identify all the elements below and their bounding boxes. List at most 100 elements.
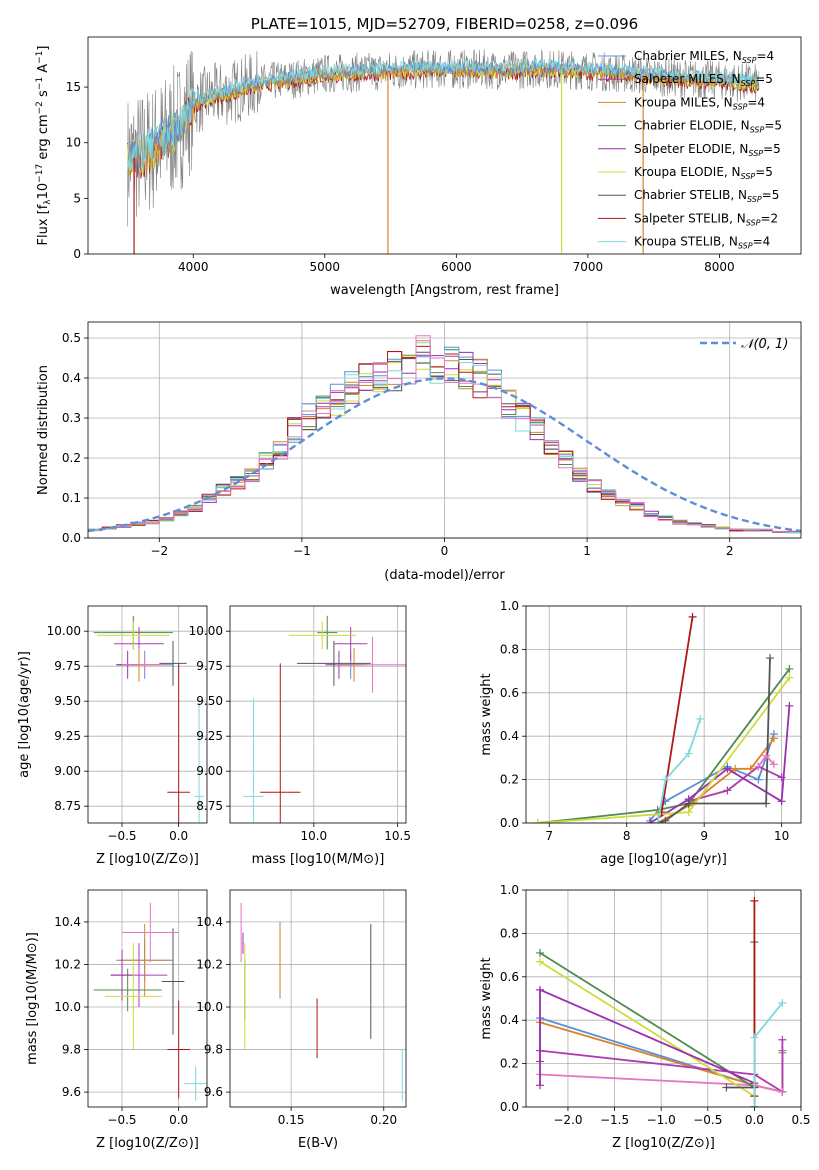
weight-marker-salpeter_miles	[778, 1035, 787, 1044]
chart-age_vs_Z: −0.5 0.0 8.75 9.00 9.25 9.50 9.75 10.00 Z [log10…	[17, 605, 208, 867]
y-tick-label: 0.1	[62, 491, 81, 505]
y-axis-label: Flux [fλ10−17 erg cm−2 s−1 A−1]	[35, 46, 53, 246]
weight-marker-chabrier_stelib	[766, 654, 775, 663]
x-tick-label: 1	[583, 544, 591, 558]
y-axis-label: mass weight	[479, 673, 494, 755]
chart-title: PLATE=1015, MJD=52709, FIBERID=0258, z=0…	[251, 15, 638, 33]
y-tick-label: 0.8	[500, 926, 519, 940]
weight-marker-kroupa_stelib	[778, 998, 787, 1007]
x-tick-label: −0.5	[107, 829, 136, 843]
axes-frame	[87, 889, 208, 1108]
y-axis-label: mass [log10(M/M⊙)]	[25, 932, 40, 1065]
y-tick-label: 9.50	[196, 694, 223, 708]
chart-weight_vs_age: 7 8 9 10 0.0 0.2 0.4 0.6 0.8 1.0 age [log10(age/yr…	[479, 599, 802, 867]
weight-lines	[533, 612, 794, 823]
x-tick-label: 0	[441, 544, 449, 558]
chart-residuals: −2 −1 0 1 2 0.0 0.1 0.2 0.3 0.4 0.5 (data-model)/er…	[36, 321, 802, 583]
x-tick-label: −1.0	[647, 1113, 676, 1127]
legend-label-kroupa_stelib: Kroupa STELIB, NSSP=4	[634, 235, 770, 251]
x-axis-label: mass [log10(M/M⊙)]	[252, 852, 385, 867]
axes-frame	[525, 605, 802, 824]
weight-marker-salpeter_stelib	[750, 896, 759, 905]
x-tick-label: 0.5	[791, 1113, 810, 1127]
weight-marker-kroupa_miles	[746, 764, 755, 773]
legend: Chabrier MILES, NSSP=4 Salpeter MILES, NS…	[598, 49, 782, 251]
y-tick-label: 0.0	[62, 531, 81, 545]
x-tick-label: 10.5	[384, 829, 411, 843]
normal-curve	[88, 377, 801, 533]
weight-line-kroupa_stelib	[656, 718, 702, 823]
axes-frame	[229, 889, 407, 1108]
y-tick-label: 0.2	[500, 1057, 519, 1071]
weight-marker-chabrier_elodie	[785, 664, 794, 673]
weight-marker-chabrier_stelib	[661, 816, 670, 823]
legend-label-chabrier_miles: Chabrier MILES, NSSP=4	[634, 49, 774, 65]
y-tick-label: 9.6	[204, 1085, 223, 1099]
legend-label: 𝒩(0, 1)	[741, 337, 788, 352]
y-tick-label: 5	[73, 191, 81, 205]
weight-marker-chabrier_elodie	[535, 948, 544, 957]
chart-mass_vs_ebv: 0.15 0.20 9.6 9.8 10.0 10.2 10.4 E(B-V)	[196, 889, 407, 1151]
x-tick-label: 8000	[704, 260, 735, 274]
y-tick-label: 9.25	[54, 729, 81, 743]
x-tick-label: 10	[774, 829, 789, 843]
chart-weight_vs_Z: −2.0 −1.5 −1.0 −0.5 0.0 0.5 0.0 0.2 0.4 0.6 0.8 1.0…	[479, 883, 811, 1151]
y-axis-label: Normed distribution	[36, 365, 51, 495]
y-tick-label: 0.5	[62, 331, 81, 345]
y-tick-label: 1.0	[500, 883, 519, 897]
y-tick-label: 9.75	[196, 659, 223, 673]
weight-marker-pink	[762, 751, 771, 760]
axes-frame	[87, 36, 802, 255]
weight-marker-kroupa_stelib	[750, 1103, 759, 1107]
weight-marker-kroupa_elodie	[785, 673, 794, 682]
weight-line-kroupa_elodie	[537, 677, 791, 823]
weight-line-chabrier_stelib	[657, 658, 771, 823]
y-tick-label: 0.2	[62, 451, 81, 465]
weight-marker-salpeter_elodie	[785, 701, 794, 710]
x-axis-label: (data-model)/error	[384, 568, 505, 583]
weight-marker-salpeter_elodie	[535, 1081, 544, 1090]
x-tick-label: −1.5	[600, 1113, 629, 1127]
weight-line-salpeter_elodie	[539, 988, 756, 1107]
y-tick-label: 0.4	[500, 1013, 519, 1027]
weight-marker-chabrier_stelib	[684, 799, 693, 808]
errorbars	[93, 902, 207, 1101]
weight-marker-salpeter_elodie	[535, 985, 544, 994]
x-tick-label: −1	[293, 544, 311, 558]
weight-marker-chabrier_stelib	[722, 1083, 731, 1092]
y-tick-label: 9.00	[54, 764, 81, 778]
y-tick-label: 9.6	[62, 1085, 81, 1099]
axes-frame	[87, 321, 802, 539]
y-tick-label: 1.0	[500, 599, 519, 613]
axes-frame	[229, 605, 407, 824]
y-tick-label: 0.8	[500, 642, 519, 656]
weight-marker-kroupa_elodie	[684, 808, 693, 817]
chart-age_vs_mass: 10.0 10.5 8.75 9.00 9.25 9.50 9.75 10.00 mass [l…	[189, 605, 411, 867]
y-tick-label: 0.3	[62, 411, 81, 425]
x-axis-label: E(B-V)	[298, 1136, 338, 1151]
weight-marker-salpeter_stelib	[688, 612, 697, 621]
weight-marker-chabrier_stelib	[762, 799, 771, 808]
weight-line-kroupa_miles	[657, 737, 775, 823]
x-axis-label: Z [log10(Z/Z⊙)]	[96, 852, 199, 867]
y-tick-label: 0.4	[62, 371, 81, 385]
weight-marker-kroupa_stelib	[750, 1033, 759, 1042]
weight-marker-kroupa_miles	[731, 764, 740, 773]
errorbars	[240, 902, 403, 1101]
histogram-lines	[88, 335, 801, 534]
weight-marker-salpeter_elodie	[645, 819, 654, 823]
weight-marker-chabrier_miles	[754, 775, 763, 784]
spectrum-lines	[127, 49, 760, 254]
y-tick-label: 9.8	[204, 1043, 223, 1057]
y-tick-label: 0.2	[500, 773, 519, 787]
legend-label-salpeter_stelib: Salpeter STELIB, NSSP=2	[634, 211, 778, 227]
weight-marker-kroupa_stelib	[661, 775, 670, 784]
y-tick-label: 10.0	[54, 1000, 81, 1014]
y-tick-label: 10	[66, 136, 81, 150]
y-tick-label: 10.00	[47, 624, 81, 638]
weight-line-chabrier_elodie	[537, 668, 791, 823]
chart-spectrum: 4000 5000 6000 7000 8000 0 5 10 15 PLATE=1015, MJ…	[35, 15, 802, 298]
y-tick-label: 10.0	[196, 1000, 223, 1014]
axes-frame	[525, 889, 802, 1108]
